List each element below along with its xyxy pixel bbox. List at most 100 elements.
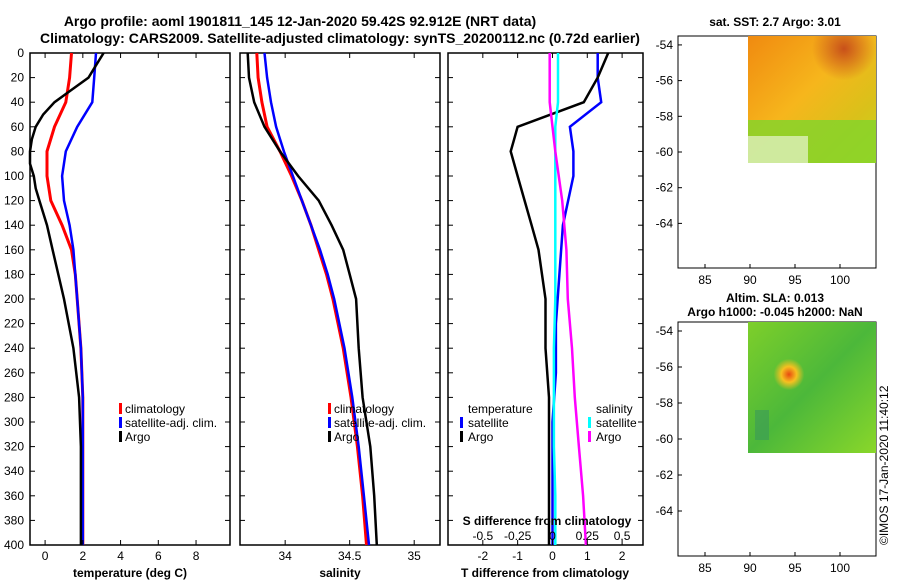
series-line-argo bbox=[28, 52, 105, 545]
legend-swatch-satellite bbox=[328, 417, 331, 428]
sst-map-ticks: 85 90 95 100 -54 -56 -58 -60 -62 -64 bbox=[656, 38, 851, 287]
map-x-tick-label: 85 bbox=[698, 561, 712, 575]
depth-tick-label: 200 bbox=[4, 292, 24, 306]
x-tick-label: -1 bbox=[512, 549, 523, 563]
depth-tick-label: 140 bbox=[4, 218, 24, 232]
legend-swatch-argo bbox=[328, 431, 331, 442]
sst-map-title: sat. SST: 2.7 Argo: 3.01 bbox=[709, 15, 841, 29]
imos-timestamp: ©IMOS 17-Jan-2020 11:40:12 bbox=[877, 385, 891, 545]
s-diff-tick-label: -0.25 bbox=[504, 529, 532, 543]
legend-swatch-s-argo bbox=[588, 431, 591, 442]
map-x-tick-label: 100 bbox=[830, 561, 850, 575]
map-x-tick-label: 85 bbox=[698, 273, 712, 287]
legend-swatch-climatology bbox=[119, 403, 122, 414]
x-tick-label: 2 bbox=[619, 549, 626, 563]
legend-satellite: satellite-adj. clim. bbox=[125, 416, 217, 430]
salinity-xlabel: salinity bbox=[319, 566, 361, 580]
map-y-tick-label: -56 bbox=[656, 360, 674, 374]
x-tick-label: 6 bbox=[155, 549, 162, 563]
map-x-tick-label: 95 bbox=[788, 561, 802, 575]
temperature-axes bbox=[29, 52, 231, 546]
x-tick-label: 8 bbox=[193, 549, 200, 563]
sla-map-title2: Argo h1000: -0.045 h2000: NaN bbox=[687, 305, 862, 319]
depth-tick-label: 240 bbox=[4, 341, 24, 355]
sst-heatmap bbox=[748, 36, 876, 163]
temperature-xlabel: temperature (deg C) bbox=[73, 566, 187, 580]
sla-anomaly-patch bbox=[748, 322, 876, 453]
depth-tick-label: 100 bbox=[4, 169, 24, 183]
temperature-legend: climatology satellite-adj. clim. Argo bbox=[119, 402, 217, 444]
legend-swatch-argo bbox=[119, 431, 122, 442]
sst-ice-patch bbox=[748, 136, 808, 163]
legend-s-satellite: satellite bbox=[596, 416, 637, 430]
salinity-legend: climatology satellite-adj. clim. Argo bbox=[328, 402, 426, 444]
map-x-tick-label: 90 bbox=[743, 273, 757, 287]
legend-t-argo: Argo bbox=[468, 430, 494, 444]
series-line-satellite-adj-clim- bbox=[60, 52, 98, 545]
x-tick-label: 0 bbox=[549, 549, 556, 563]
depth-tick-label: 280 bbox=[4, 390, 24, 404]
legend-swatch-climatology bbox=[328, 403, 331, 414]
depth-tick-label: 300 bbox=[4, 415, 24, 429]
series-line-t-argo bbox=[509, 52, 610, 545]
series-line-s-satellite bbox=[552, 53, 560, 545]
legend-s-argo: Argo bbox=[596, 430, 622, 444]
sla-heatmap bbox=[748, 322, 876, 453]
map-y-tick-label: -62 bbox=[656, 181, 674, 195]
x-tick-label: 1 bbox=[584, 549, 591, 563]
sla-map-ticks: 85 90 95 100 -54 -56 -58 -60 -62 -64 bbox=[656, 324, 851, 575]
s-diff-tick-label: -0.5 bbox=[472, 529, 493, 543]
legend-salinity-title: salinity bbox=[596, 402, 633, 416]
depth-tick-label: 0 bbox=[17, 46, 24, 60]
depth-tick-label: 400 bbox=[4, 538, 24, 552]
map-y-tick-label: -58 bbox=[656, 396, 674, 410]
depth-tick-label: 380 bbox=[4, 513, 24, 527]
map-y-tick-label: -64 bbox=[656, 504, 674, 518]
x-tick-label: 34 bbox=[278, 549, 292, 563]
difference-legend: temperature satellite Argo salinity sate… bbox=[460, 402, 637, 444]
legend-t-satellite: satellite bbox=[468, 416, 509, 430]
legend-satellite: satellite-adj. clim. bbox=[334, 416, 426, 430]
map-y-tick-label: -54 bbox=[656, 38, 674, 52]
legend-climatology: climatology bbox=[334, 402, 394, 416]
depth-tick-label: 320 bbox=[4, 440, 24, 454]
figure-title-line2: Climatology: CARS2009. Satellite-adjuste… bbox=[40, 30, 640, 46]
salinity-axes bbox=[239, 52, 441, 546]
x-tick-labels: 0 2 4 6 8 34 34.5 35 -2 -1 0 1 2 -0.5 -0.25 0 0.25 0.5 bbox=[42, 53, 631, 563]
map-y-tick-label: -64 bbox=[656, 216, 674, 230]
s-diff-tick-label: 0.5 bbox=[614, 529, 631, 543]
map-y-tick-label: -58 bbox=[656, 109, 674, 123]
legend-swatch-t-argo bbox=[460, 431, 463, 442]
depth-tick-label: 340 bbox=[4, 464, 24, 478]
depth-tick-labels: 0 20 40 60 80 100 120 140 160 180 200 220 240 260 280 3… bbox=[4, 46, 643, 552]
map-x-tick-label: 95 bbox=[788, 273, 802, 287]
s-diff-tick-label: 0 bbox=[549, 529, 556, 543]
depth-tick-label: 180 bbox=[4, 267, 24, 281]
x-tick-label: 2 bbox=[79, 549, 86, 563]
difference-xlabel: T difference from climatology bbox=[461, 566, 629, 580]
depth-tick-label: 120 bbox=[4, 194, 24, 208]
figure-title-line1: Argo profile: aoml 1901811_145 12-Jan-20… bbox=[64, 13, 536, 29]
depth-tick-label: 360 bbox=[4, 489, 24, 503]
legend-swatch-satellite bbox=[119, 417, 122, 428]
series-line-t-satellite bbox=[551, 53, 603, 545]
x-tick-label: 35 bbox=[408, 549, 422, 563]
legend-argo: Argo bbox=[125, 430, 151, 444]
series-line-s-argo bbox=[548, 53, 588, 546]
map-y-tick-label: -60 bbox=[656, 432, 674, 446]
x-tick-label: 0 bbox=[42, 549, 49, 563]
map-x-tick-label: 90 bbox=[743, 561, 757, 575]
x-tick-label: 4 bbox=[117, 549, 124, 563]
map-y-tick-label: -56 bbox=[656, 74, 674, 88]
depth-tick-label: 220 bbox=[4, 317, 24, 331]
depth-tick-label: 20 bbox=[11, 71, 25, 85]
map-y-tick-label: -60 bbox=[656, 145, 674, 159]
legend-temperature-title: temperature bbox=[468, 402, 533, 416]
s-difference-label: S difference from climatology bbox=[463, 514, 632, 528]
depth-tick-label: 80 bbox=[11, 144, 25, 158]
sla-low-patch bbox=[755, 410, 769, 440]
map-y-tick-label: -54 bbox=[656, 324, 674, 338]
series-line-satellite-adj-clim- bbox=[263, 52, 371, 546]
legend-swatch-t-satellite bbox=[460, 417, 463, 428]
